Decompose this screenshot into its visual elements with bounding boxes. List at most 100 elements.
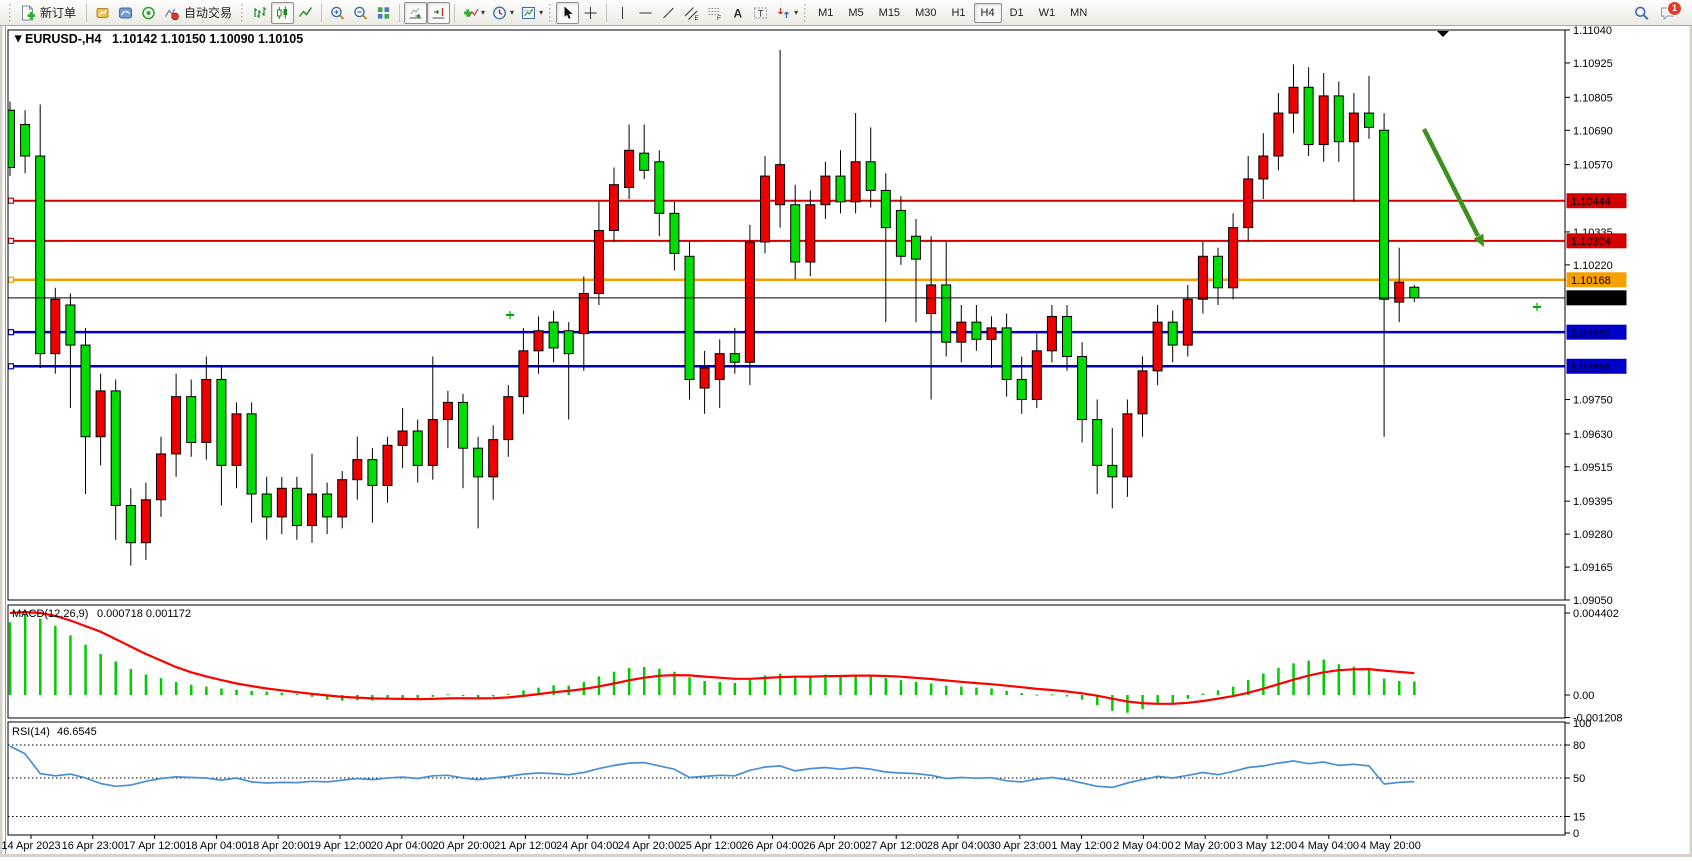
new-order-button[interactable]: 新订单 <box>16 2 82 24</box>
crosshair-button[interactable] <box>579 2 602 24</box>
candle-body <box>1259 156 1268 179</box>
candle-body <box>489 440 498 477</box>
fibonacci-tool[interactable]: F <box>703 2 726 24</box>
bar-chart-button[interactable] <box>248 2 271 24</box>
templates-caret[interactable]: ▾ <box>539 8 543 17</box>
market-watch-button[interactable] <box>91 2 114 24</box>
profile-icon <box>117 5 134 21</box>
candle-body <box>594 231 603 294</box>
candle-body <box>549 322 558 348</box>
tf-button-H4[interactable]: H4 <box>974 3 1002 23</box>
vertical-line-tool[interactable] <box>611 2 634 24</box>
tf-button-M30[interactable]: M30 <box>908 3 943 23</box>
tf-button-H1[interactable]: H1 <box>944 3 972 23</box>
candle-body <box>1365 113 1374 127</box>
channel-tool[interactable]: E <box>680 2 703 24</box>
text-label-tool[interactable]: T <box>749 2 772 24</box>
tf-button-M15[interactable]: M15 <box>872 3 907 23</box>
search-button[interactable] <box>1630 2 1653 24</box>
tf-button-W1[interactable]: W1 <box>1032 3 1063 23</box>
price-badge-label: 1.10304 <box>1571 236 1611 248</box>
macd-histogram-bar <box>990 688 993 695</box>
periods-caret[interactable]: ▾ <box>510 8 514 17</box>
tf-button-D1[interactable]: D1 <box>1003 3 1031 23</box>
horizontal-line-tool[interactable] <box>634 2 657 24</box>
separator <box>454 4 455 22</box>
toolbar-grip[interactable] <box>8 4 12 22</box>
auto-trading-button[interactable]: 自动交易 <box>160 2 238 24</box>
candle-body <box>564 331 573 354</box>
time-axis-label: 24 Apr 04:00 <box>556 840 618 852</box>
candle-body <box>534 331 543 351</box>
arrows-tool[interactable]: ▾ <box>772 2 801 24</box>
line-chart-icon <box>297 5 314 21</box>
price-tick-label: 1.09515 <box>1573 462 1613 474</box>
macd-histogram-bar <box>1141 695 1144 709</box>
level-handle <box>9 364 14 369</box>
candle-body <box>972 322 981 339</box>
tile-windows-button[interactable] <box>372 2 395 24</box>
indicators-button[interactable]: ▾ <box>459 2 488 24</box>
level-handle <box>9 277 14 282</box>
chat-button[interactable]: 1 <box>1659 5 1676 21</box>
time-axis-label: 26 Apr 04:00 <box>741 840 803 852</box>
candle-body <box>610 185 619 231</box>
auto-scroll-button[interactable] <box>404 2 427 24</box>
candle-body <box>474 448 483 477</box>
tf-button-MN[interactable]: MN <box>1063 3 1094 23</box>
candle-body <box>36 156 45 354</box>
separator <box>321 4 322 22</box>
chart-shift-button[interactable] <box>427 2 450 24</box>
signal-icon <box>140 5 157 21</box>
time-axis-label: 14 Apr 2023 <box>1 840 60 852</box>
candlestick-chart-button[interactable] <box>271 2 294 24</box>
tf-button-M1[interactable]: M1 <box>811 3 840 23</box>
candle-body <box>157 454 166 500</box>
indicators-caret[interactable]: ▾ <box>481 8 485 17</box>
time-axis-label: 17 Apr 12:00 <box>123 840 185 852</box>
text-icon: A <box>729 5 746 21</box>
zoom-out-icon <box>352 5 369 21</box>
macd-histogram-bar <box>1398 681 1401 695</box>
chart-canvas[interactable]: 1.110401.109251.108051.106901.105701.103… <box>0 26 1692 857</box>
chart-collapse-icon[interactable]: ▼ <box>12 32 24 46</box>
line-chart-button[interactable] <box>294 2 317 24</box>
text-label-icon: T <box>752 5 769 21</box>
arrows-caret[interactable]: ▾ <box>794 8 798 17</box>
candle-body <box>745 242 754 362</box>
macd-histogram-bar <box>824 675 827 695</box>
notification-badge: 1 <box>1667 1 1682 16</box>
time-axis-label: 2 May 20:00 <box>1175 840 1236 852</box>
macd-histogram-bar <box>145 675 148 695</box>
price-tick-label: 1.10690 <box>1573 125 1613 137</box>
text-tool[interactable]: A <box>726 2 749 24</box>
toolbar-grip[interactable] <box>240 4 244 22</box>
trendline-tool[interactable] <box>657 2 680 24</box>
profile-button[interactable] <box>114 2 137 24</box>
candle-body <box>1063 316 1072 356</box>
toolbar-grip[interactable] <box>548 4 552 22</box>
macd-histogram-bar <box>1021 693 1024 695</box>
tf-button-M5[interactable]: M5 <box>841 3 870 23</box>
candle-body <box>1304 87 1313 144</box>
price-tick-label: 1.10220 <box>1573 260 1613 272</box>
macd-histogram-bar <box>900 680 903 695</box>
indicators-icon <box>462 5 479 21</box>
zoom-in-button[interactable] <box>326 2 349 24</box>
cursor-button[interactable] <box>556 2 579 24</box>
toolbar-grip[interactable] <box>803 4 807 22</box>
templates-button[interactable]: ▾ <box>517 2 546 24</box>
clock-icon <box>491 5 508 21</box>
signals-button[interactable] <box>137 2 160 24</box>
candle-body <box>51 299 60 353</box>
price-badge-label: 1.09985 <box>1571 327 1611 339</box>
candle-body <box>1093 420 1102 466</box>
candle-body <box>761 176 770 242</box>
periods-button[interactable]: ▾ <box>488 2 517 24</box>
candle-body <box>141 500 150 543</box>
macd-histogram-bar <box>749 679 752 695</box>
price-axis-background <box>1565 26 1692 857</box>
zoom-out-button[interactable] <box>349 2 372 24</box>
